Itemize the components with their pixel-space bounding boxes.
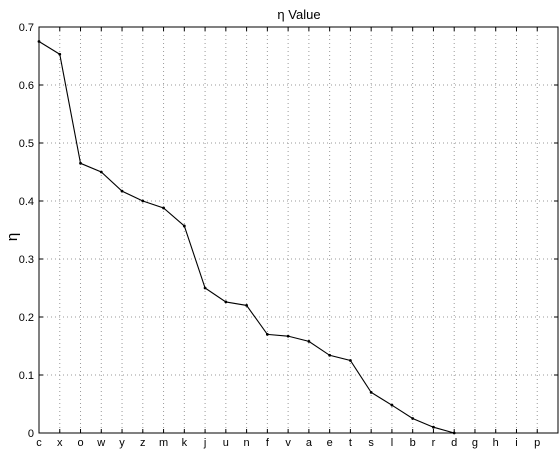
labels-layer: 0 0.1 0.2 0.3 0.4 0.5 0.6 0.7 c x o w y z m k j u n f v a e t s l…	[19, 22, 541, 449]
plot-frame	[38, 26, 559, 434]
x-tick-label: w	[96, 437, 105, 449]
x-tick-label: h	[493, 437, 499, 449]
data-point	[162, 206, 165, 210]
data-point	[265, 333, 269, 336]
x-tick-label: j	[203, 437, 206, 449]
data-point	[432, 425, 435, 429]
y-tick-label: 0.6	[19, 80, 34, 92]
x-tick-label: r	[432, 437, 436, 449]
x-tick-label: z	[140, 437, 146, 449]
x-tick-label: c	[36, 437, 42, 449]
x-tick-label: v	[285, 437, 291, 449]
x-tick-label: l	[391, 437, 393, 449]
y-tick-label: 0.3	[19, 254, 34, 266]
y-axis-label: η	[4, 233, 21, 241]
data-point	[141, 199, 145, 203]
axes-layer	[38, 26, 559, 434]
x-tick-label: s	[368, 437, 374, 449]
x-tick-label: e	[327, 437, 333, 449]
data-point	[307, 339, 311, 343]
data-point	[120, 189, 124, 193]
data-point	[349, 359, 352, 362]
x-tick-label: x	[57, 437, 63, 449]
chart-title: η Value	[277, 7, 320, 22]
data-point	[390, 403, 394, 407]
x-tick-label: t	[349, 437, 352, 449]
data-point	[452, 431, 456, 435]
data-point	[99, 170, 103, 174]
x-tick-label: y	[119, 437, 125, 449]
data-point	[411, 417, 415, 420]
x-tick-label: g	[472, 437, 478, 449]
data-point	[369, 391, 373, 394]
x-tick-label: i	[515, 437, 517, 449]
x-tick-label: p	[534, 437, 540, 449]
x-tick-label: b	[410, 437, 416, 449]
data-point	[224, 300, 228, 304]
data-point	[328, 353, 332, 357]
x-tick-label: d	[451, 437, 457, 449]
data-point	[58, 52, 62, 56]
x-tick-label: m	[159, 437, 168, 449]
y-tick-label: 0.5	[19, 138, 34, 150]
data-point	[182, 224, 186, 228]
data-point	[79, 161, 82, 165]
x-tick-label: a	[306, 437, 313, 449]
x-tick-label: o	[77, 437, 83, 449]
data-point	[286, 334, 290, 338]
x-tick-label: u	[223, 437, 229, 449]
x-tick-label: k	[182, 437, 188, 449]
data-point	[203, 286, 207, 290]
y-tick-label: 0.2	[19, 312, 34, 324]
y-tick-label: 0	[28, 428, 34, 440]
grid-layer	[39, 27, 558, 433]
x-tick-label: f	[266, 437, 270, 449]
data-point	[245, 304, 249, 307]
y-tick-label: 0.4	[19, 196, 34, 208]
y-tick-label: 0.7	[19, 22, 34, 34]
y-tick-label: 0.1	[19, 370, 34, 382]
data-point	[37, 40, 41, 43]
series-layer	[37, 40, 456, 435]
x-tick-label: n	[244, 437, 250, 449]
